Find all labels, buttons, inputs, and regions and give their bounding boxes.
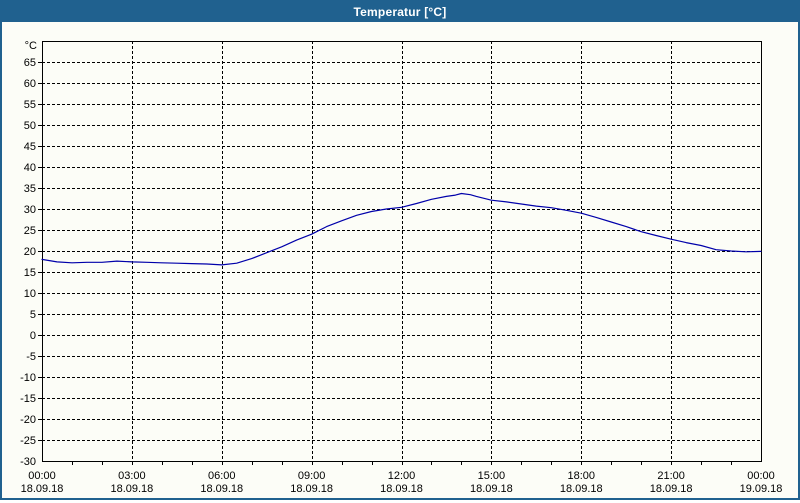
y-axis-label: 50 (24, 120, 36, 132)
y-axis-label: 15 (24, 267, 36, 279)
x-axis-time-label: 00:00 (28, 470, 56, 482)
y-axis-label: 45 (24, 141, 36, 153)
x-axis-time-label: 03:00 (118, 470, 146, 482)
x-axis-date-label: 18.09.18 (560, 483, 603, 495)
x-axis-time-label: 09:00 (298, 470, 326, 482)
y-axis-labels: 65605550454035302520151050-5-10-15-20-25… (20, 40, 37, 468)
y-axis-label: 20 (24, 246, 36, 258)
x-axis-time-label: 06:00 (208, 470, 236, 482)
y-axis-label: 25 (24, 225, 36, 237)
x-axis-date-label: 18.09.18 (200, 483, 243, 495)
y-axis-label: 35 (24, 183, 36, 195)
x-axis-time-label: 15:00 (478, 470, 506, 482)
series-line-temperatur (41, 192, 762, 266)
y-axis-label: 65 (24, 57, 36, 69)
window-title: Temperatur [°C] (353, 5, 447, 19)
y-axis-label: -5 (26, 351, 36, 363)
x-axis-date-label: 18.09.18 (470, 483, 513, 495)
y-axis-label: -15 (20, 393, 36, 405)
x-axis-date-label: 19.09.18 (740, 483, 783, 495)
x-axis-date-label: 18.09.18 (21, 483, 64, 495)
y-axis-label: 5 (30, 309, 36, 321)
y-axis-label: -10 (20, 372, 36, 384)
x-axis-labels: 00:0018.09.1803:0018.09.1806:0018.09.180… (21, 470, 783, 495)
y-axis-label: 55 (24, 99, 36, 111)
x-axis-time-label: 18:00 (567, 470, 595, 482)
gridlines (42, 41, 761, 461)
x-axis-date-label: 18.09.18 (650, 483, 693, 495)
x-axis-time-label: 00:00 (747, 470, 775, 482)
x-axis-date-label: 18.09.18 (290, 483, 333, 495)
y-axis-label: 40 (24, 162, 36, 174)
temperature-chart: 65605550454035302520151050-5-10-15-20-25… (20, 40, 783, 495)
chart-area: 65 60 55 50 45 40 35 30 25 20 15 10 5 0 -5 -10 -15 -20 -25… (2, 22, 798, 498)
y-axis-label: 60 (24, 78, 36, 90)
x-axis-date-label: 18.09.18 (110, 483, 153, 495)
y-axis-unit-label: °C (25, 40, 37, 52)
y-axis-label: 0 (30, 330, 36, 342)
y-axis-label: -25 (20, 435, 36, 447)
axis-ticks (38, 62, 732, 465)
y-axis-label: -30 (20, 456, 36, 468)
y-axis-label: 10 (24, 288, 36, 300)
x-axis-time-label: 12:00 (388, 470, 416, 482)
x-axis-time-label: 21:00 (657, 470, 685, 482)
y-axis-label: -20 (20, 414, 36, 426)
y-axis-label: 30 (24, 204, 36, 216)
window-titlebar[interactable]: Temperatur [°C] (2, 2, 798, 22)
x-axis-date-label: 18.09.18 (380, 483, 423, 495)
